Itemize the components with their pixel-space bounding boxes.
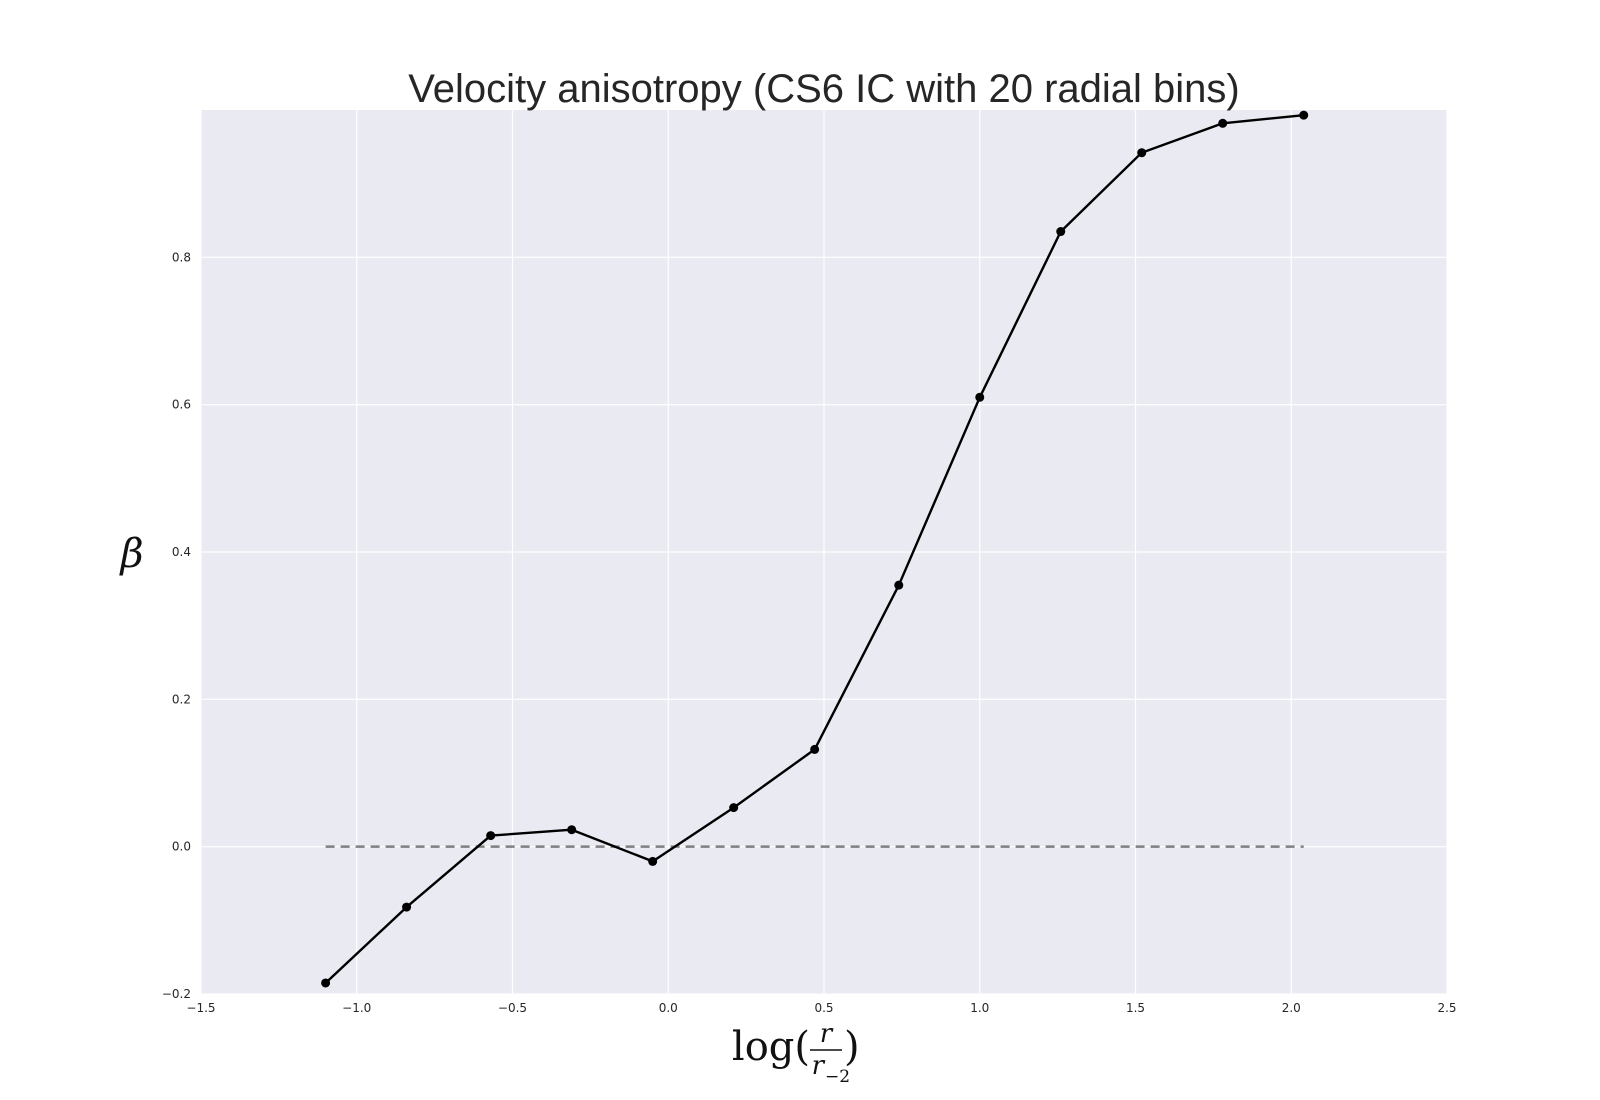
x-tick-label-1: −1.0 xyxy=(342,1001,371,1015)
y-tick-label-3: 0.4 xyxy=(172,545,191,559)
series-group xyxy=(321,110,1309,988)
y-tick-label-5: 0.8 xyxy=(172,250,191,264)
x-tick-label-8: 2.5 xyxy=(1437,1001,1456,1015)
y-axis-label: β xyxy=(118,531,143,577)
data-point-12 xyxy=(1299,110,1309,120)
x-tick-label-2: −0.5 xyxy=(498,1001,527,1015)
data-point-4 xyxy=(648,856,658,866)
x-tick-label-7: 2.0 xyxy=(1282,1001,1301,1015)
x-tick-label-3: 0.0 xyxy=(659,1001,678,1015)
y-tick-label-1: 0.0 xyxy=(172,840,191,854)
x-tick-label-4: 0.5 xyxy=(814,1001,833,1015)
data-point-1 xyxy=(402,902,412,912)
data-point-6 xyxy=(810,744,820,754)
data-point-11 xyxy=(1218,118,1228,128)
x-axis-label-denominator: r xyxy=(812,1051,826,1081)
x-tick-labels: −1.5 −1.0 −0.5 0.0 0.5 1.0 1.5 2.0 2.5 xyxy=(186,1001,1456,1015)
data-point-0 xyxy=(321,978,331,988)
x-tick-label-0: −1.5 xyxy=(186,1001,215,1015)
data-point-2 xyxy=(486,831,496,841)
y-tick-label-0: −0.2 xyxy=(162,987,191,1001)
x-tick-label-6: 1.5 xyxy=(1126,1001,1145,1015)
data-point-5 xyxy=(729,803,739,813)
x-axis-label-numerator: r xyxy=(820,1019,834,1049)
y-tick-labels: −0.2 0.0 0.2 0.4 0.6 0.8 xyxy=(162,250,191,1001)
data-point-7 xyxy=(894,580,904,590)
y-tick-label-4: 0.6 xyxy=(172,398,191,412)
chart-title: Velocity anisotropy (CS6 IC with 20 radi… xyxy=(408,67,1239,111)
x-axis-label-prefix: log( xyxy=(732,1024,810,1070)
x-axis-label-suffix: ) xyxy=(844,1024,860,1070)
x-axis-label: log( r r −2 ) xyxy=(732,1019,860,1087)
y-tick-label-2: 0.2 xyxy=(172,692,191,706)
x-tick-label-5: 1.0 xyxy=(970,1001,989,1015)
data-point-8 xyxy=(975,392,985,402)
data-point-3 xyxy=(567,825,577,835)
data-point-10 xyxy=(1137,148,1147,158)
x-axis-label-subscript: −2 xyxy=(825,1067,850,1087)
data-point-9 xyxy=(1056,227,1066,237)
